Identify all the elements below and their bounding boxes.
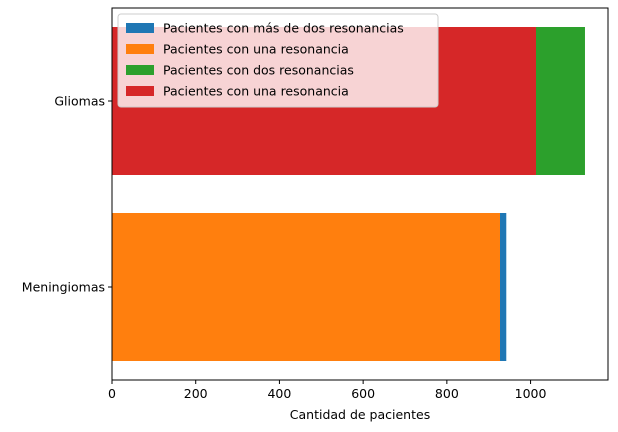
legend-swatch [126,23,154,33]
bar-meningiomas-series-1 [112,213,501,361]
legend-swatch [126,44,154,54]
x-axis: 0 200 400 600 800 1000 [108,380,547,401]
legend-label: Pacientes con una resonancia [163,84,349,99]
x-axis-title: Cantidad de pacientes [290,407,430,422]
y-tick-label: Gliomas [54,94,105,109]
x-tick-label: 200 [184,386,208,401]
legend-label: Pacientes con más de dos resonancias [163,21,404,36]
legend-swatch [126,65,154,75]
legend-box [117,13,439,108]
legend: Pacientes con más de dos resonancias Paci… [117,13,439,108]
bar-gliomas-series-2 [536,27,585,175]
x-tick-label: 1000 [515,386,547,401]
x-tick-label: 0 [108,386,116,401]
legend-swatch [126,86,154,96]
y-tick-label: Meningiomas [22,280,105,295]
y-axis: Meningiomas Gliomas [22,94,112,295]
plot-frame [111,7,609,381]
x-tick-label: 800 [435,386,459,401]
bar-meningiomas-series-0 [500,213,507,361]
x-tick-label: 400 [267,386,291,401]
x-tick-label: 600 [351,386,375,401]
legend-label: Pacientes con una resonancia [163,42,349,57]
legend-label: Pacientes con dos resonancias [163,63,354,78]
